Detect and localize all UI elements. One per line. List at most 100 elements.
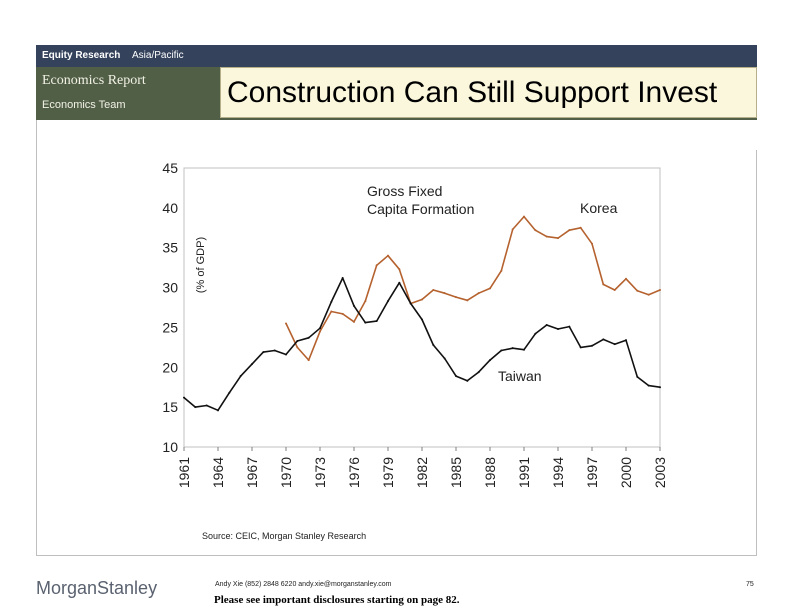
y-tick-label: 40	[162, 200, 178, 216]
data-point-korea	[489, 287, 491, 290]
data-point-taiwan	[523, 348, 525, 351]
data-point-taiwan	[579, 346, 582, 349]
page-title: Construction Can Still Support Invest	[227, 76, 718, 109]
x-tick-label: 1979	[380, 457, 396, 488]
data-point-taiwan	[228, 391, 231, 394]
data-point-korea	[319, 330, 321, 333]
logo-word-stanley: Stanley	[97, 578, 158, 598]
y-tick-label: 15	[162, 399, 178, 415]
research-label: Equity Research	[42, 50, 121, 61]
data-point-taiwan	[409, 302, 412, 305]
team-label: Economics Team	[42, 99, 126, 111]
data-point-korea	[591, 242, 593, 245]
data-point-korea	[534, 229, 537, 232]
data-point-taiwan	[591, 344, 593, 347]
data-point-korea	[364, 300, 367, 303]
y-tick-label: 10	[162, 439, 178, 455]
author-contact: Andy Xie (852) 2848 6220 andy.xie@morgan…	[215, 581, 392, 588]
data-point-korea	[387, 254, 389, 257]
data-point-taiwan	[625, 339, 627, 342]
y-tick-label: 35	[162, 240, 178, 256]
data-point-korea	[647, 293, 650, 296]
data-point-taiwan	[398, 281, 401, 284]
series-line-korea	[285, 215, 661, 361]
x-tick-label: 1973	[312, 457, 328, 488]
x-tick-label: 1982	[414, 457, 430, 488]
data-point-taiwan	[273, 349, 276, 352]
data-point-taiwan	[353, 304, 355, 307]
data-point-taiwan	[341, 277, 344, 280]
header-bar: Equity Research Asia/Pacific	[36, 45, 757, 67]
data-point-taiwan	[387, 300, 389, 303]
data-point-korea	[523, 215, 525, 218]
region-label: Asia/Pacific	[132, 50, 184, 61]
data-point-taiwan	[251, 363, 253, 366]
data-point-taiwan	[205, 404, 208, 407]
logo-word-morgan: Morgan	[36, 578, 98, 598]
data-point-taiwan	[557, 328, 559, 331]
data-point-korea	[568, 229, 571, 232]
y-tick-label: 30	[162, 280, 178, 296]
data-point-taiwan	[217, 409, 219, 412]
data-point-korea	[398, 268, 401, 271]
data-point-taiwan	[500, 349, 503, 352]
data-point-taiwan	[511, 347, 514, 350]
data-point-taiwan	[443, 357, 446, 360]
data-point-taiwan	[647, 384, 650, 387]
x-tick-label: 1970	[278, 457, 294, 488]
data-point-korea	[625, 277, 627, 280]
data-point-taiwan	[534, 332, 537, 335]
data-point-korea	[421, 298, 423, 301]
data-point-taiwan	[432, 343, 435, 346]
data-point-taiwan	[613, 343, 616, 346]
data-point-korea	[602, 283, 605, 286]
data-point-taiwan	[489, 359, 491, 362]
data-point-korea	[466, 299, 469, 302]
data-point-taiwan	[466, 379, 469, 382]
data-point-korea	[432, 288, 435, 291]
x-tick-label: 2003	[652, 457, 668, 488]
x-tick-label: 1961	[176, 457, 192, 488]
data-point-korea	[375, 264, 378, 267]
data-point-taiwan	[455, 375, 457, 378]
source-note: Source: CEIC, Morgan Stanley Research	[202, 531, 367, 541]
series-label-korea: Korea	[580, 200, 618, 216]
x-tick-label: 1967	[244, 457, 260, 488]
x-tick-label: 1988	[482, 457, 498, 488]
data-point-taiwan	[262, 351, 265, 354]
data-point-taiwan	[296, 339, 299, 342]
frame-line-right	[756, 150, 757, 555]
data-point-taiwan	[375, 320, 378, 323]
data-point-korea	[579, 226, 582, 229]
data-point-korea	[500, 269, 503, 272]
chart-title-line: Gross Fixed	[367, 183, 442, 199]
gfcf-line-chart: 10 15 20 25 30 35 40 45 1961 1964 1967 1970 1973 1976…	[162, 160, 668, 488]
data-point-korea	[659, 288, 661, 291]
data-point-korea	[296, 346, 299, 349]
data-point-taiwan	[307, 336, 310, 339]
data-point-korea	[285, 322, 287, 325]
x-tick-label: 1976	[346, 457, 362, 488]
y-axis-label: (% of GDP)	[195, 237, 207, 293]
data-point-korea	[557, 237, 559, 240]
data-point-korea	[353, 320, 355, 323]
data-point-taiwan	[636, 375, 639, 378]
data-point-korea	[477, 292, 480, 295]
x-tick-label: 1994	[550, 457, 566, 488]
data-point-taiwan	[330, 300, 333, 303]
x-tick-label: 1997	[584, 457, 600, 488]
data-point-korea	[613, 288, 616, 291]
data-point-taiwan	[319, 327, 321, 330]
title-box: Construction Can Still Support Invest	[220, 67, 757, 118]
x-tick-label: 2000	[618, 457, 634, 488]
data-point-taiwan	[364, 321, 367, 324]
data-point-korea	[545, 235, 548, 238]
x-tick-label: 1964	[210, 457, 226, 488]
frame-line-left	[36, 120, 37, 555]
page-number: 75	[746, 581, 754, 588]
data-point-taiwan	[568, 325, 571, 328]
data-point-taiwan	[183, 396, 185, 399]
data-point-taiwan	[477, 371, 480, 374]
data-point-korea	[455, 296, 457, 299]
disclosure-note: Please see important disclosures startin…	[214, 594, 460, 606]
